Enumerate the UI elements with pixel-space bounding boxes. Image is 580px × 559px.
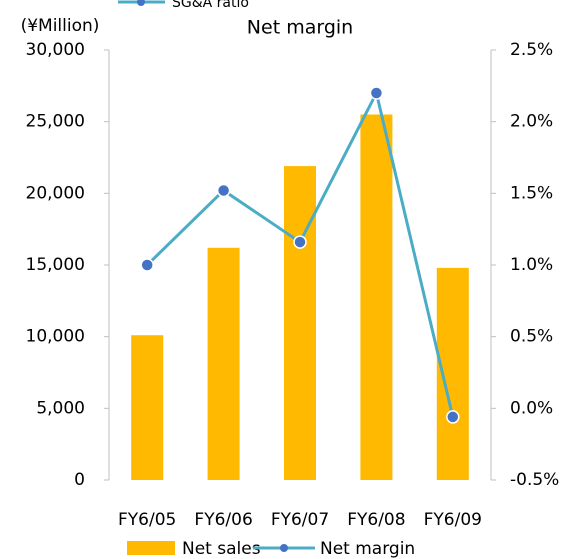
bar	[207, 247, 240, 480]
y2-tick-label: 2.5%	[510, 40, 553, 60]
y2-tick-label: -0.5%	[510, 470, 559, 490]
legend-marker	[280, 544, 288, 552]
x-tick-label: FY6/08	[347, 510, 405, 530]
legend-swatch	[127, 541, 175, 555]
line-marker	[446, 410, 460, 424]
top-legend-label: SG&A ratio	[172, 0, 249, 11]
y-tick-label: 5,000	[36, 398, 85, 418]
y-axis-label: (¥Million)	[21, 16, 100, 36]
y2-tick-label: 1.5%	[510, 183, 553, 203]
y-tick-label: 10,000	[26, 327, 85, 347]
y-tick-label: 25,000	[26, 112, 85, 132]
legend-label: Net sales	[182, 539, 261, 559]
y2-tick-label: 0.0%	[510, 398, 553, 418]
x-tick-label: FY6/09	[424, 510, 482, 530]
top-legend-marker	[137, 0, 145, 6]
chart-title: Net margin	[247, 17, 353, 39]
line-marker	[140, 258, 154, 272]
y-tick-label: 20,000	[26, 183, 85, 203]
y-tick-label: 30,000	[26, 40, 85, 60]
x-tick-label: FY6/07	[271, 510, 329, 530]
x-tick-label: FY6/06	[194, 510, 252, 530]
x-tick-label: FY6/05	[118, 510, 176, 530]
y-tick-label: 15,000	[26, 255, 85, 275]
line-marker	[216, 183, 231, 198]
y2-tick-label: 2.0%	[510, 112, 553, 132]
legend-label: Net margin	[320, 539, 415, 559]
bar	[284, 166, 316, 480]
y-tick-label: 0	[74, 470, 85, 490]
line-marker	[369, 86, 384, 100]
y2-tick-label: 0.5%	[510, 327, 553, 347]
bar	[360, 114, 393, 480]
y2-tick-label: 1.0%	[510, 255, 553, 275]
line-marker	[293, 235, 307, 249]
bar	[131, 335, 164, 480]
